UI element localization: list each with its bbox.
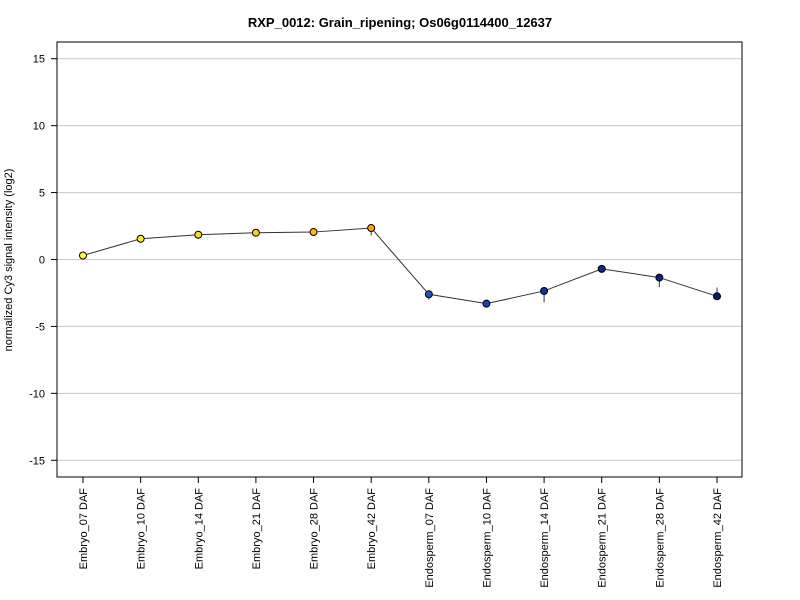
series-line <box>82 227 718 305</box>
x-tick-label: Embryo_42 DAF <box>366 488 378 570</box>
data-point <box>713 292 721 301</box>
data-point <box>194 230 203 239</box>
y-tick-label: -10 <box>29 388 45 400</box>
data-point <box>251 228 260 237</box>
y-tick-label: 0 <box>39 255 45 267</box>
data-series <box>79 224 721 308</box>
x-tick-label: Embryo_07 DAF <box>78 488 90 570</box>
data-point <box>597 264 606 273</box>
x-tick-label: Endosperm_07 DAF <box>424 488 436 588</box>
plot-frame <box>56 41 743 478</box>
x-tick-label: Embryo_14 DAF <box>193 488 205 570</box>
data-point <box>655 273 664 282</box>
x-tick-label: Endosperm_14 DAF <box>539 488 551 588</box>
y-tick-label: 15 <box>33 54 45 66</box>
x-tick-label: Embryo_10 DAF <box>136 488 148 570</box>
x-tick-label: Endosperm_42 DAF <box>712 488 724 588</box>
x-tick-label: Embryo_28 DAF <box>309 488 321 570</box>
y-tick-label: 10 <box>33 121 45 133</box>
gridlines <box>57 58 742 461</box>
data-point <box>309 228 318 237</box>
y-axis: 15 10 5 0 -5 -10 -15 <box>29 54 57 467</box>
data-point <box>136 234 145 243</box>
data-point <box>482 299 491 308</box>
x-axis: Embryo_07 DAF Embryo_10 DAF Embryo_14 DAF E… <box>78 477 724 588</box>
x-tick-label: Endosperm_21 DAF <box>597 488 609 588</box>
y-axis-label: normalized Cy3 signal intensity (log2) <box>3 169 15 352</box>
y-tick-label: -15 <box>29 455 45 467</box>
data-point <box>424 290 433 299</box>
y-tick-label: 5 <box>39 188 45 200</box>
chart-title: RXP_0012: Grain_ripening; Os06g0114400_1… <box>248 15 552 30</box>
x-tick-label: Embryo_21 DAF <box>251 488 263 570</box>
y-tick-label: -5 <box>35 321 45 333</box>
data-point <box>540 286 549 295</box>
data-point <box>79 251 87 260</box>
data-point <box>367 224 376 233</box>
x-tick-label: Endosperm_10 DAF <box>481 488 493 588</box>
x-tick-label: Endosperm_28 DAF <box>654 488 666 588</box>
